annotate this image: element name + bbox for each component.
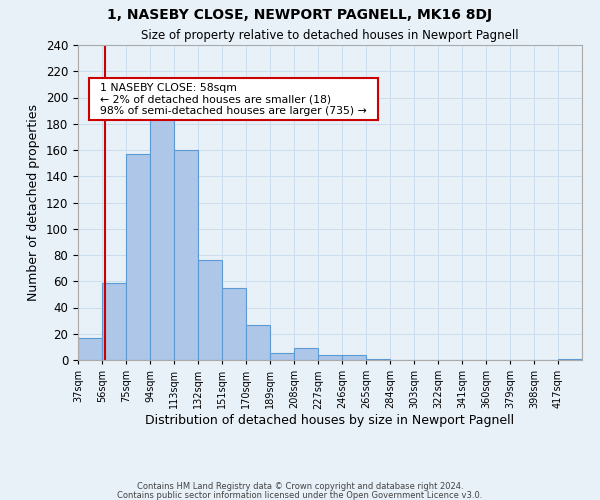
Bar — [366, 358, 390, 360]
Bar — [150, 117, 174, 360]
Bar — [342, 355, 366, 360]
Title: Size of property relative to detached houses in Newport Pagnell: Size of property relative to detached ho… — [141, 30, 519, 43]
Bar — [126, 154, 150, 360]
Text: 1, NASEBY CLOSE, NEWPORT PAGNELL, MK16 8DJ: 1, NASEBY CLOSE, NEWPORT PAGNELL, MK16 8… — [107, 8, 493, 22]
Bar — [294, 348, 318, 360]
Bar — [318, 355, 342, 360]
Bar — [78, 338, 102, 360]
Text: 1 NASEBY CLOSE: 58sqm
  ← 2% of detached houses are smaller (18)
  98% of semi-d: 1 NASEBY CLOSE: 58sqm ← 2% of detached h… — [93, 83, 374, 116]
Bar — [198, 260, 222, 360]
Bar — [174, 150, 198, 360]
Bar — [270, 354, 294, 360]
Text: Contains public sector information licensed under the Open Government Licence v3: Contains public sector information licen… — [118, 490, 482, 500]
Y-axis label: Number of detached properties: Number of detached properties — [28, 104, 40, 301]
Bar — [558, 358, 582, 360]
Text: Contains HM Land Registry data © Crown copyright and database right 2024.: Contains HM Land Registry data © Crown c… — [137, 482, 463, 491]
Bar — [102, 282, 126, 360]
Bar — [246, 324, 270, 360]
X-axis label: Distribution of detached houses by size in Newport Pagnell: Distribution of detached houses by size … — [145, 414, 515, 427]
Bar — [222, 288, 246, 360]
